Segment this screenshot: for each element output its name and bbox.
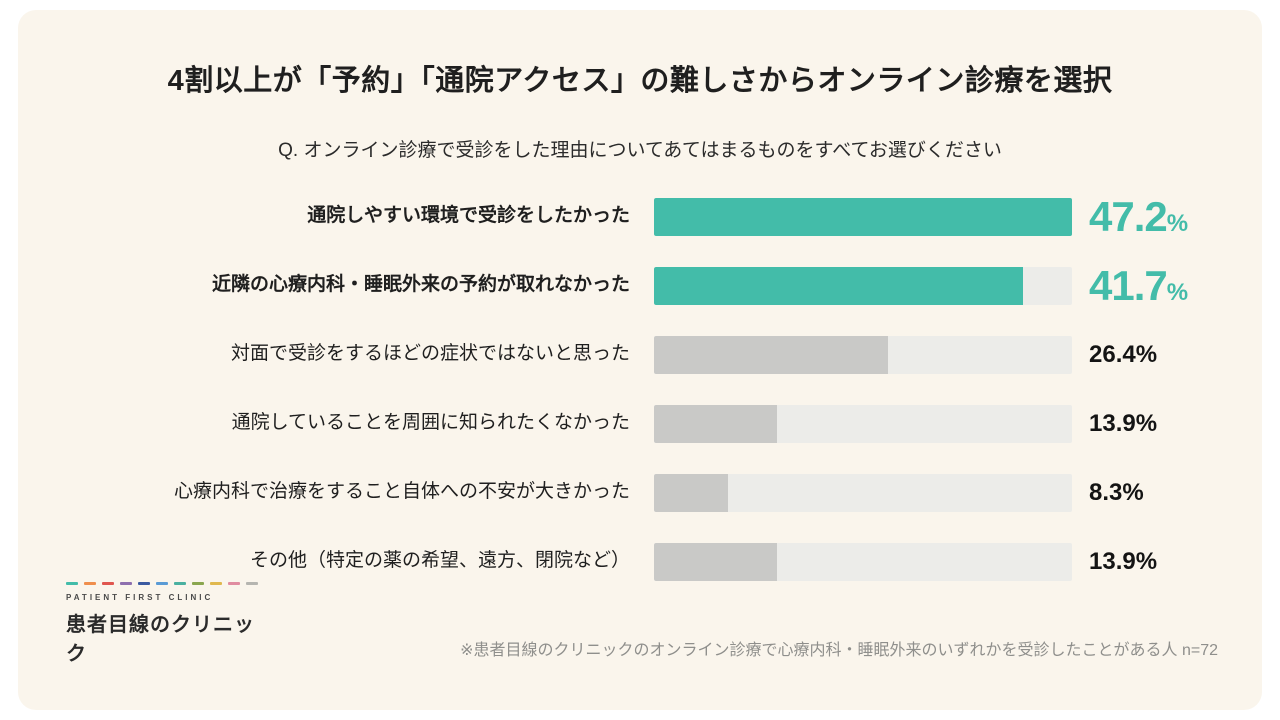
value-number: 26.4 [1089,340,1136,368]
bar-track [654,335,1072,374]
value-label: 13.9% [1089,548,1157,576]
logo-dash [102,582,114,585]
value-label: 41.7% [1089,261,1188,310]
bar-fill [654,197,1072,236]
bar-track [654,266,1072,305]
category-label: 心療内科で治療をすること自体への不安が大きかった [173,481,630,503]
value-number: 13.9 [1089,547,1136,575]
category-label: 近隣の心療内科・睡眠外来の予約が取れなかった [211,274,630,296]
page-title: 4割以上が「予約」「通院アクセス」の難しさからオンライン診療を選択 [167,65,1113,97]
value-label: 8.3% [1089,479,1144,507]
slide-background: 4割以上が「予約」「通院アクセス」の難しさからオンライン診療を選択 Q. オンラ… [18,10,1262,710]
clinic-logo: PATIENT FIRST CLINIC 患者目線のクリニック [66,582,266,666]
logo-name: 患者目線のクリニック [66,614,255,665]
logo-dash [246,582,258,585]
bar-track [654,197,1072,236]
bar-fill [654,335,888,374]
percent-sign: % [1166,209,1188,237]
category-label: 通院しやすい環境で受診をしたかった [307,205,630,227]
percent-sign: % [1166,278,1188,306]
value-number: 41.7 [1089,261,1168,309]
bar-track [654,473,1072,512]
chart-row: 心療内科で治療をすること自体への不安が大きかった 8.3% [18,458,1262,527]
logo-dash [210,582,222,585]
category-label: その他（特定の薬の希望、遠方、閉院など） [249,550,630,572]
chart-row: その他（特定の薬の希望、遠方、閉院など） 13.9% [18,527,1262,596]
bar-fill [654,404,778,443]
sample-footnote: ※患者目線のクリニックのオンライン診療で心療内科・睡眠外来のいずれかを受診したこ… [460,642,1218,659]
logo-dash [156,582,168,585]
logo-dash [84,582,96,585]
logo-dash [228,582,240,585]
logo-dash [174,582,186,585]
survey-question: Q. オンライン診療で受診をした理由についてあてはまるものをすべてお選びください [278,140,1002,161]
bar-fill [654,266,1024,305]
value-label: 13.9% [1089,410,1157,438]
bar-track [654,542,1072,581]
logo-tagline: PATIENT FIRST CLINIC [66,593,214,602]
percent-sign: % [1135,547,1158,575]
chart-row: 通院しやすい環境で受診をしたかった 47.2% [18,182,1262,251]
chart-row: 近隣の心療内科・睡眠外来の予約が取れなかった 41.7% [18,251,1262,320]
percent-sign: % [1135,409,1158,437]
logo-dash [66,582,78,585]
bar-fill [654,473,728,512]
value-number: 8.3 [1089,478,1123,506]
category-label: 通院していることを周囲に知られたくなかった [231,412,630,434]
chart-row: 通院していることを周囲に知られたくなかった 13.9% [18,389,1262,458]
bar-chart: 通院しやすい環境で受診をしたかった 47.2% 近隣の心療内科・睡眠外来の予約が… [18,182,1262,596]
category-label: 対面で受診をするほどの症状ではないと思った [230,343,630,365]
value-label: 26.4% [1089,341,1157,369]
logo-dashes [66,582,266,585]
chart-row: 対面で受診をするほどの症状ではないと思った 26.4% [18,320,1262,389]
percent-sign: % [1135,340,1158,368]
percent-sign: % [1122,478,1144,506]
value-number: 13.9 [1089,409,1136,437]
value-number: 47.2 [1089,192,1168,240]
value-label: 47.2% [1089,192,1188,241]
bar-track [654,404,1072,443]
logo-dash [192,582,204,585]
logo-dash [120,582,132,585]
logo-dash [138,582,150,585]
bar-fill [654,542,778,581]
